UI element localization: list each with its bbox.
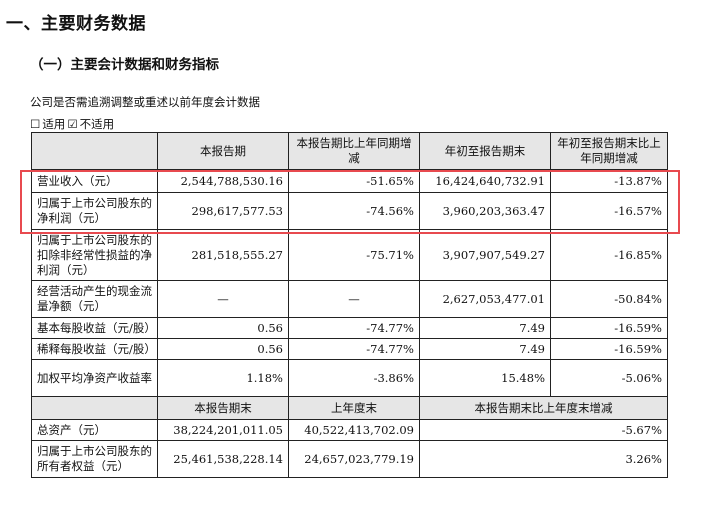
cell-value: 38,224,201,011.05 [157,419,289,441]
cell-value: -16.57% [550,192,668,230]
table-subheader-row: 本报告期末 上年度末 本报告期末比上年度末增减 [31,396,668,420]
cell-value: 2,627,053,477.01 [419,280,551,318]
cell-value: 0.56 [157,317,289,339]
table-row: 归属于上市公司股东的净利润（元） 298,617,577.53 -74.56% … [31,192,668,230]
cell-value: -3.86% [288,359,420,397]
cell-value: -75.71% [288,229,420,281]
key-financial-data-table: 本报告期 本报告期比上年同期增减 年初至报告期末 年初至报告期末比上年同期增减 … [31,132,668,478]
cell-value: — [288,280,420,318]
cell-value: 25,461,538,228.14 [157,440,289,478]
cell-value: — [157,280,289,318]
cell-value: -74.77% [288,338,420,360]
cell-value: 3,907,907,549.27 [419,229,551,281]
cell-value: 15.48% [419,359,551,397]
header-cell: 上年度末 [288,396,420,420]
row-label: 总资产（元） [31,419,158,441]
header-cell: 本报告期末 [157,396,289,420]
cell-value: -5.06% [550,359,668,397]
checkbox-applicable-icon[interactable]: ☐ [30,117,41,131]
section-title: 一、主要财务数据 [6,14,146,34]
table-row: 加权平均净资产收益率 1.18% -3.86% 15.48% -5.06% [31,359,668,397]
header-cell [31,132,158,170]
header-cell: 本报告期末比上年度末增减 [419,396,668,420]
row-label: 加权平均净资产收益率 [31,359,158,397]
cell-value: 1.18% [157,359,289,397]
table-row: 总资产（元） 38,224,201,011.05 40,522,413,702.… [31,419,668,441]
cell-value: 0.56 [157,338,289,360]
cell-value: -13.87% [550,169,668,193]
header-cell: 年初至报告期末 [419,132,551,170]
cell-value: -50.84% [550,280,668,318]
table-row: 稀释每股收益（元/股） 0.56 -74.77% 7.49 -16.59% [31,338,668,360]
cell-value: 3.26% [419,440,668,478]
cell-value: -16.85% [550,229,668,281]
cell-value: 2,544,788,530.16 [157,169,289,193]
cell-value: 16,424,640,732.91 [419,169,551,193]
cell-value: 24,657,023,779.19 [288,440,420,478]
table-header-row: 本报告期 本报告期比上年同期增减 年初至报告期末 年初至报告期末比上年同期增减 [31,132,668,170]
table-row: 基本每股收益（元/股） 0.56 -74.77% 7.49 -16.59% [31,317,668,339]
cell-value: -74.77% [288,317,420,339]
header-cell: 年初至报告期末比上年同期增减 [550,132,668,170]
option-not-applicable-label: 不适用 [79,117,115,131]
checkbox-not-applicable-icon[interactable]: ☑ [67,117,78,131]
cell-value: 281,518,555.27 [157,229,289,281]
subsection-title: （一）主要会计数据和财务指标 [30,57,219,73]
row-label: 经营活动产生的现金流量净额（元） [31,280,158,318]
table-row: 经营活动产生的现金流量净额（元） — — 2,627,053,477.01 -5… [31,280,668,318]
restatement-note: 公司是否需追溯调整或重述以前年度会计数据 [30,95,260,109]
row-label: 归属于上市公司股东的净利润（元） [31,192,158,230]
row-label: 营业收入（元） [31,169,158,193]
row-label: 稀释每股收益（元/股） [31,338,158,360]
cell-value: -51.65% [288,169,420,193]
row-label: 基本每股收益（元/股） [31,317,158,339]
cell-value: 7.49 [419,317,551,339]
cell-value: 298,617,577.53 [157,192,289,230]
table-row: 归属于上市公司股东的所有者权益（元） 25,461,538,228.14 24,… [31,440,668,478]
header-cell: 本报告期 [157,132,289,170]
header-cell: 本报告期比上年同期增减 [288,132,420,170]
cell-value: 3,960,203,363.47 [419,192,551,230]
header-cell [31,396,158,420]
cell-value: 40,522,413,702.09 [288,419,420,441]
row-label: 归属于上市公司股东的扣除非经常性损益的净利润（元） [31,229,158,281]
cell-value: -74.56% [288,192,420,230]
table-row: 归属于上市公司股东的扣除非经常性损益的净利润（元） 281,518,555.27… [31,229,668,281]
option-applicable-label: 适用 [42,117,66,131]
row-label: 归属于上市公司股东的所有者权益（元） [31,440,158,478]
table-row: 营业收入（元） 2,544,788,530.16 -51.65% 16,424,… [31,169,668,193]
cell-value: 7.49 [419,338,551,360]
cell-value: -16.59% [550,317,668,339]
applicability-options: ☐ 适用 ☑ 不适用 [30,116,116,132]
cell-value: -5.67% [419,419,668,441]
cell-value: -16.59% [550,338,668,360]
